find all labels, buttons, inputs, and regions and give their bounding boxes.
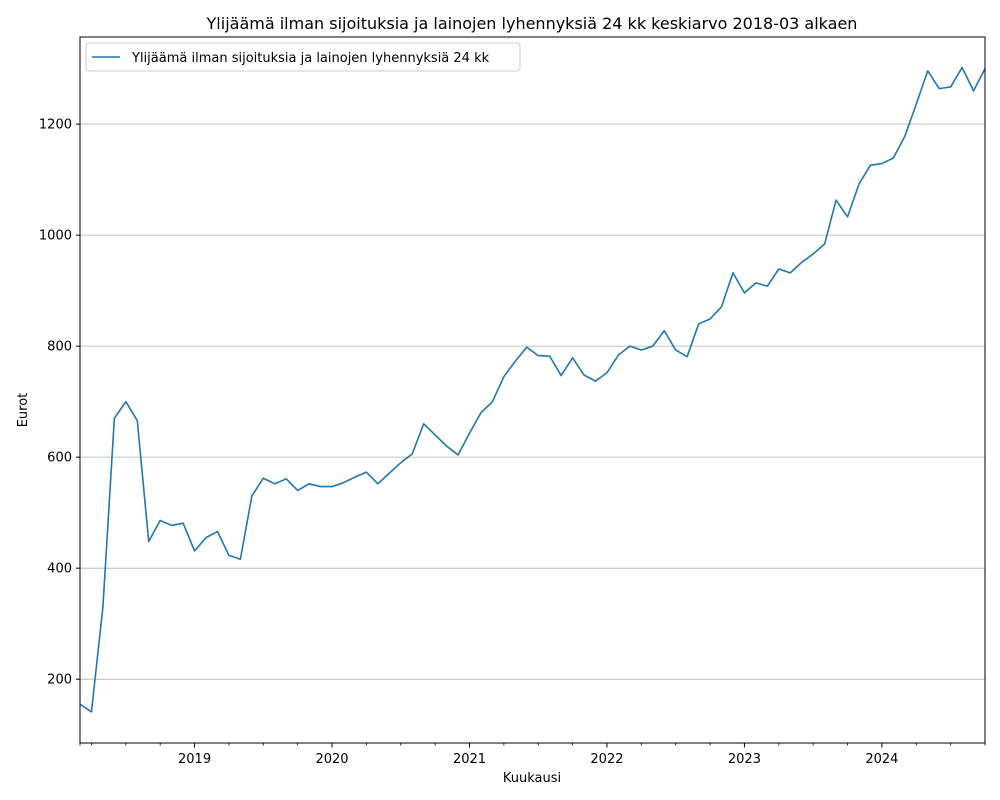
- y-tick-label: 1000: [39, 229, 72, 244]
- x-axis-label: Kuukausi: [503, 771, 561, 786]
- legend: Ylijäämä ilman sijoituksia ja lainojen l…: [85, 42, 521, 72]
- x-tick-label: 2024: [865, 752, 898, 767]
- x-tick-label: 2019: [178, 752, 211, 767]
- y-tick-label: 600: [47, 451, 72, 466]
- x-tick-label: 2020: [315, 752, 348, 767]
- y-axis-ticks: 200 400 600 800 1000 1200: [39, 118, 80, 688]
- x-tick-label: 2021: [453, 752, 486, 767]
- chart-title: Ylijäämä ilman sijoituksia ja lainojen l…: [206, 14, 858, 33]
- series-line: [79, 66, 986, 713]
- y-tick-label: 200: [47, 673, 72, 688]
- y-tick-label: 1200: [39, 118, 72, 133]
- y-axis-label: Eurot: [16, 393, 31, 428]
- x-tick-label: 2023: [728, 752, 761, 767]
- legend-box: [85, 42, 521, 72]
- y-tick-label: 400: [47, 562, 72, 577]
- x-tick-label: 2022: [590, 752, 623, 767]
- plot-frame: [79, 36, 986, 744]
- y-tick-label: 800: [47, 340, 72, 355]
- y-gridlines: [80, 123, 985, 680]
- x-axis-ticks: 2019 2020 2021 2022 2023 2024: [79, 743, 986, 767]
- legend-entry: Ylijäämä ilman sijoituksia ja lainojen l…: [131, 51, 490, 66]
- series-group: [79, 66, 986, 713]
